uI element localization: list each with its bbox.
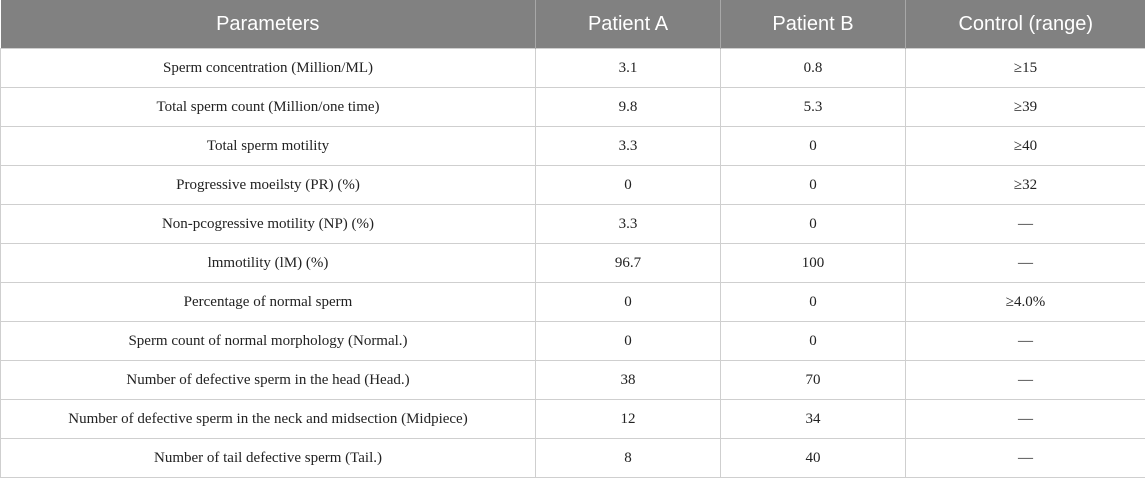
patient-b-cell: 0 [721, 127, 906, 166]
parameter-cell: Sperm concentration (Million/ML) [1, 49, 536, 88]
table-row: Total sperm count (Million/one time) 9.8… [1, 88, 1145, 127]
header-control-range: Control (range) [906, 0, 1145, 49]
control-cell: — [906, 244, 1145, 283]
control-cell: — [906, 400, 1145, 439]
table-row: Non-pcogressive motility (NP) (%) 3.3 0 … [1, 205, 1145, 244]
control-cell: — [906, 322, 1145, 361]
parameter-cell: Progressive moeilsty (PR) (%) [1, 166, 536, 205]
control-cell: ≥4.0% [906, 283, 1145, 322]
header-patient-b: Patient B [721, 0, 906, 49]
patient-b-cell: 0 [721, 205, 906, 244]
parameter-cell: Number of defective sperm in the neck an… [1, 400, 536, 439]
control-cell: ≥15 [906, 49, 1145, 88]
table-body: Sperm concentration (Million/ML) 3.1 0.8… [1, 49, 1145, 478]
patient-a-cell: 0 [536, 283, 721, 322]
patient-a-cell: 38 [536, 361, 721, 400]
table-row: Number of defective sperm in the head (H… [1, 361, 1145, 400]
control-cell: — [906, 205, 1145, 244]
parameter-cell: Percentage of normal sperm [1, 283, 536, 322]
patient-a-cell: 3.3 [536, 205, 721, 244]
table-row: Sperm concentration (Million/ML) 3.1 0.8… [1, 49, 1145, 88]
patient-b-cell: 100 [721, 244, 906, 283]
table-row: lmmotility (lM) (%) 96.7 100 — [1, 244, 1145, 283]
parameter-cell: Non-pcogressive motility (NP) (%) [1, 205, 536, 244]
patient-b-cell: 70 [721, 361, 906, 400]
parameter-cell: Sperm count of normal morphology (Normal… [1, 322, 536, 361]
patient-b-cell: 0.8 [721, 49, 906, 88]
table-header: Parameters Patient A Patient B Control (… [1, 0, 1145, 49]
header-parameters: Parameters [1, 0, 536, 49]
patient-a-cell: 0 [536, 166, 721, 205]
table-row: Sperm count of normal morphology (Normal… [1, 322, 1145, 361]
header-row: Parameters Patient A Patient B Control (… [1, 0, 1145, 49]
patient-a-cell: 3.1 [536, 49, 721, 88]
patient-a-cell: 3.3 [536, 127, 721, 166]
parameter-cell: Number of defective sperm in the head (H… [1, 361, 536, 400]
patient-b-cell: 34 [721, 400, 906, 439]
parameter-cell: Total sperm count (Million/one time) [1, 88, 536, 127]
table-row: Total sperm motility 3.3 0 ≥40 [1, 127, 1145, 166]
patient-b-cell: 0 [721, 283, 906, 322]
patient-b-cell: 0 [721, 166, 906, 205]
control-cell: ≥39 [906, 88, 1145, 127]
header-patient-a: Patient A [536, 0, 721, 49]
table-row: Number of defective sperm in the neck an… [1, 400, 1145, 439]
table-row: Progressive moeilsty (PR) (%) 0 0 ≥32 [1, 166, 1145, 205]
patient-a-cell: 12 [536, 400, 721, 439]
control-cell: — [906, 361, 1145, 400]
patient-b-cell: 5.3 [721, 88, 906, 127]
parameter-cell: Total sperm motility [1, 127, 536, 166]
patient-a-cell: 0 [536, 322, 721, 361]
patient-b-cell: 0 [721, 322, 906, 361]
patient-a-cell: 96.7 [536, 244, 721, 283]
control-cell: ≥40 [906, 127, 1145, 166]
parameter-cell: lmmotility (lM) (%) [1, 244, 536, 283]
table-row: Percentage of normal sperm 0 0 ≥4.0% [1, 283, 1145, 322]
control-cell: ≥32 [906, 166, 1145, 205]
patient-a-cell: 9.8 [536, 88, 721, 127]
